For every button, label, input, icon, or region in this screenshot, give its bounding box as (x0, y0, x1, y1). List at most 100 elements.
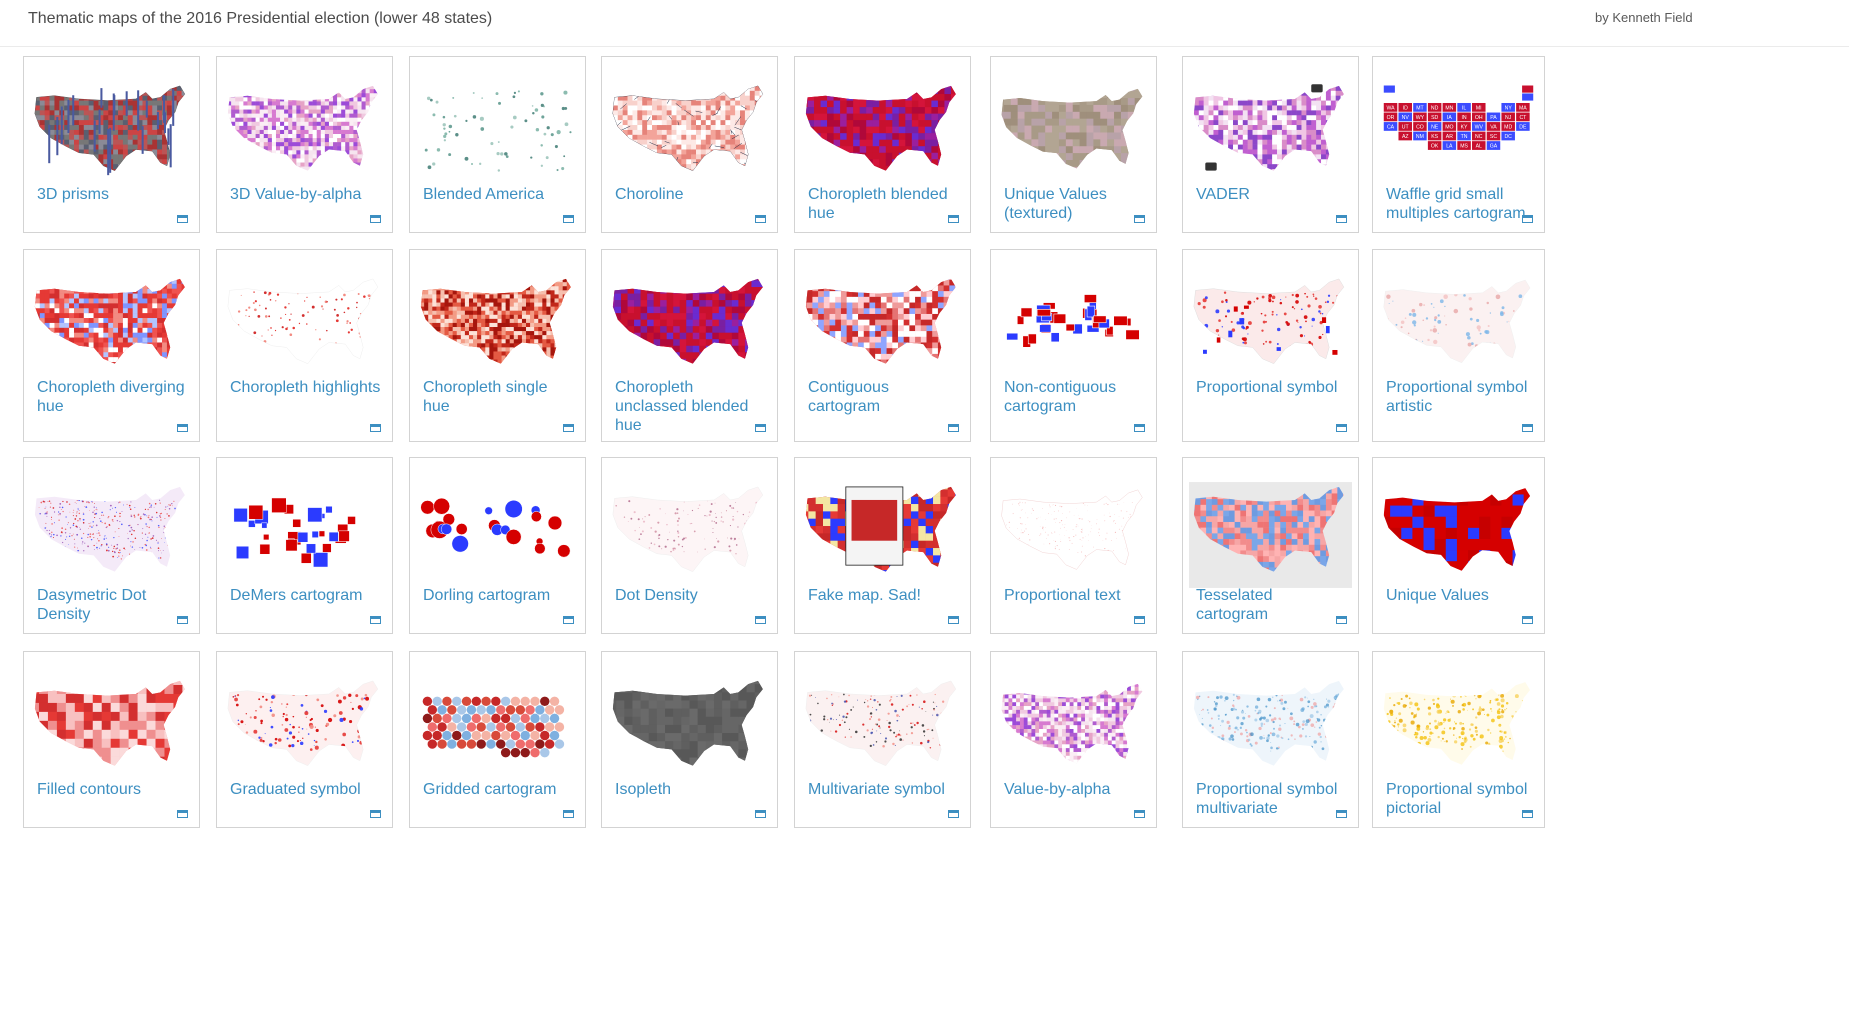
map-thumbnail-image (1193, 84, 1344, 171)
map-thumbnail[interactable] (997, 254, 1150, 400)
map-card[interactable]: 3D Value-by-alpha (216, 56, 393, 233)
map-card[interactable]: Choropleth blended hue (794, 56, 971, 233)
map-card-title[interactable]: Choropleth highlights (230, 379, 381, 396)
map-thumbnail[interactable] (1379, 254, 1538, 400)
map-card[interactable]: Multivariate symbol (794, 651, 971, 828)
map-card[interactable]: Fake map. Sad! (794, 457, 971, 634)
map-card[interactable]: Blended America (409, 56, 586, 233)
map-card[interactable]: Contiguous cartogram (794, 249, 971, 442)
map-card-title[interactable]: Proportional symbol artistic (1386, 379, 1528, 415)
map-thumbnail[interactable] (801, 61, 964, 207)
map-thumbnail[interactable] (801, 656, 964, 802)
map-thumbnail[interactable] (608, 254, 771, 400)
map-card-title[interactable]: Graduated symbol (230, 781, 361, 798)
map-card-title[interactable]: Choroline (615, 186, 684, 203)
map-thumbnail[interactable] (223, 254, 386, 400)
map-card[interactable]: Choropleth highlights (216, 249, 393, 442)
map-thumbnail[interactable] (801, 254, 964, 400)
map-card[interactable]: Choroline (601, 56, 778, 233)
map-thumbnail[interactable] (1379, 656, 1538, 802)
map-thumbnail[interactable] (416, 61, 579, 207)
map-card[interactable]: Value-by-alpha (990, 651, 1157, 828)
map-card[interactable]: Non-contiguous cartogram (990, 249, 1157, 442)
map-card-title[interactable]: Choropleth single hue (423, 379, 548, 415)
map-card-title[interactable]: Choropleth blended hue (808, 186, 948, 222)
map-card-title[interactable]: Dot Density (615, 587, 698, 604)
map-thumbnail[interactable] (1189, 254, 1352, 400)
map-card-title[interactable]: Tesselated cartogram (1196, 587, 1273, 623)
map-card-title[interactable]: Unique Values (textured) (1004, 186, 1107, 222)
map-card-title[interactable]: Dasymetric Dot Density (37, 587, 147, 623)
map-card-title[interactable]: Fake map. Sad! (808, 587, 921, 604)
map-card[interactable]: 3D prisms (23, 56, 200, 233)
map-thumbnail[interactable] (30, 254, 193, 400)
map-card[interactable]: Choropleth unclassed blended hue (601, 249, 778, 442)
map-card[interactable]: Dot Density (601, 457, 778, 634)
map-thumbnail[interactable] (608, 61, 771, 207)
map-thumbnail[interactable]: WA ID MT ND MN IL MI NY MA OR NV WY SD IA IN OH PA NJ CT CA… (1379, 61, 1538, 207)
map-card-title[interactable]: 3D Value-by-alpha (230, 186, 362, 203)
map-card-title[interactable]: Filled contours (37, 781, 142, 798)
map-card[interactable]: Choropleth single hue (409, 249, 586, 442)
map-thumbnail[interactable] (997, 61, 1150, 207)
map-thumbnail[interactable] (1189, 61, 1352, 207)
map-card[interactable]: Proportional symbol multivariate (1182, 651, 1359, 828)
map-card[interactable]: Gridded cartogram (409, 651, 586, 828)
map-card-title[interactable]: Choropleth unclassed blended hue (615, 379, 749, 434)
map-card[interactable]: Graduated symbol (216, 651, 393, 828)
map-card-title[interactable]: Waffle grid small multiples cartogram (1386, 186, 1526, 222)
map-card[interactable]: Proportional symbol (1182, 249, 1359, 442)
map-card[interactable]: Tesselated cartogram (1182, 457, 1359, 634)
map-card-title[interactable]: Gridded cartogram (423, 781, 557, 798)
map-card-title[interactable]: DeMers cartogram (230, 587, 363, 604)
map-card-title[interactable]: Proportional symbol multivariate (1196, 781, 1338, 817)
map-thumbnail[interactable] (608, 462, 771, 608)
map-thumbnail[interactable] (608, 656, 771, 802)
map-card-title[interactable]: Value-by-alpha (1004, 781, 1111, 798)
map-thumbnail[interactable] (997, 462, 1150, 608)
map-card-title[interactable]: Choropleth diverging hue (37, 379, 185, 415)
us-silhouette (1193, 278, 1345, 364)
map-card-title[interactable]: Multivariate symbol (808, 781, 945, 798)
map-card[interactable]: Unique Values (textured) (990, 56, 1157, 233)
map-card-title[interactable]: Blended America (423, 186, 544, 203)
map-thumbnail[interactable] (1379, 462, 1538, 608)
map-card-title[interactable]: Unique Values (1386, 587, 1489, 604)
map-card-title[interactable]: 3D prisms (37, 186, 110, 203)
map-card[interactable]: Proportional symbol pictorial (1372, 651, 1545, 828)
map-card[interactable]: Isopleth (601, 651, 778, 828)
map-card[interactable]: Proportional text (990, 457, 1157, 634)
map-card[interactable]: Dorling cartogram (409, 457, 586, 634)
map-card-title[interactable]: Non-contiguous cartogram (1004, 379, 1117, 415)
map-card-title[interactable]: Proportional symbol (1196, 379, 1338, 396)
map-card-title[interactable]: Dorling cartogram (423, 587, 551, 604)
map-card-title[interactable]: Proportional symbol pictorial (1386, 781, 1528, 817)
map-card-title[interactable]: Isopleth (615, 781, 672, 798)
map-card[interactable]: Proportional symbol artistic (1372, 249, 1545, 442)
map-thumbnail[interactable] (223, 61, 386, 207)
map-card-title[interactable]: VADER (1196, 186, 1250, 203)
map-thumbnail[interactable] (30, 462, 193, 608)
map-card[interactable]: Dasymetric Dot Density (23, 457, 200, 634)
map-thumbnail[interactable] (223, 656, 386, 802)
svg-text:WA: WA (1386, 105, 1395, 111)
map-thumbnail[interactable] (30, 61, 193, 207)
web-map-icon (177, 215, 188, 223)
map-thumbnail[interactable] (1189, 656, 1352, 802)
map-thumbnail[interactable] (801, 462, 964, 608)
map-card[interactable]: Choropleth diverging hue (23, 249, 200, 442)
map-thumbnail[interactable] (416, 462, 579, 608)
map-card[interactable]: VADER (1182, 56, 1359, 233)
map-card-title[interactable]: Contiguous cartogram (808, 379, 889, 415)
map-thumbnail[interactable] (416, 656, 579, 802)
map-card[interactable]: Filled contours (23, 651, 200, 828)
map-thumbnail[interactable] (223, 462, 386, 608)
map-card[interactable]: WA ID MT ND MN IL MI NY MA OR NV WY SD IA IN OH PA NJ CT CA… (1372, 56, 1545, 233)
map-card-title[interactable]: Proportional text (1004, 587, 1121, 604)
map-thumbnail[interactable] (1189, 462, 1352, 608)
map-card[interactable]: Unique Values (1372, 457, 1545, 634)
map-thumbnail[interactable] (997, 656, 1150, 802)
map-thumbnail[interactable] (416, 254, 579, 400)
map-thumbnail[interactable] (30, 656, 193, 802)
map-card[interactable]: DeMers cartogram (216, 457, 393, 634)
